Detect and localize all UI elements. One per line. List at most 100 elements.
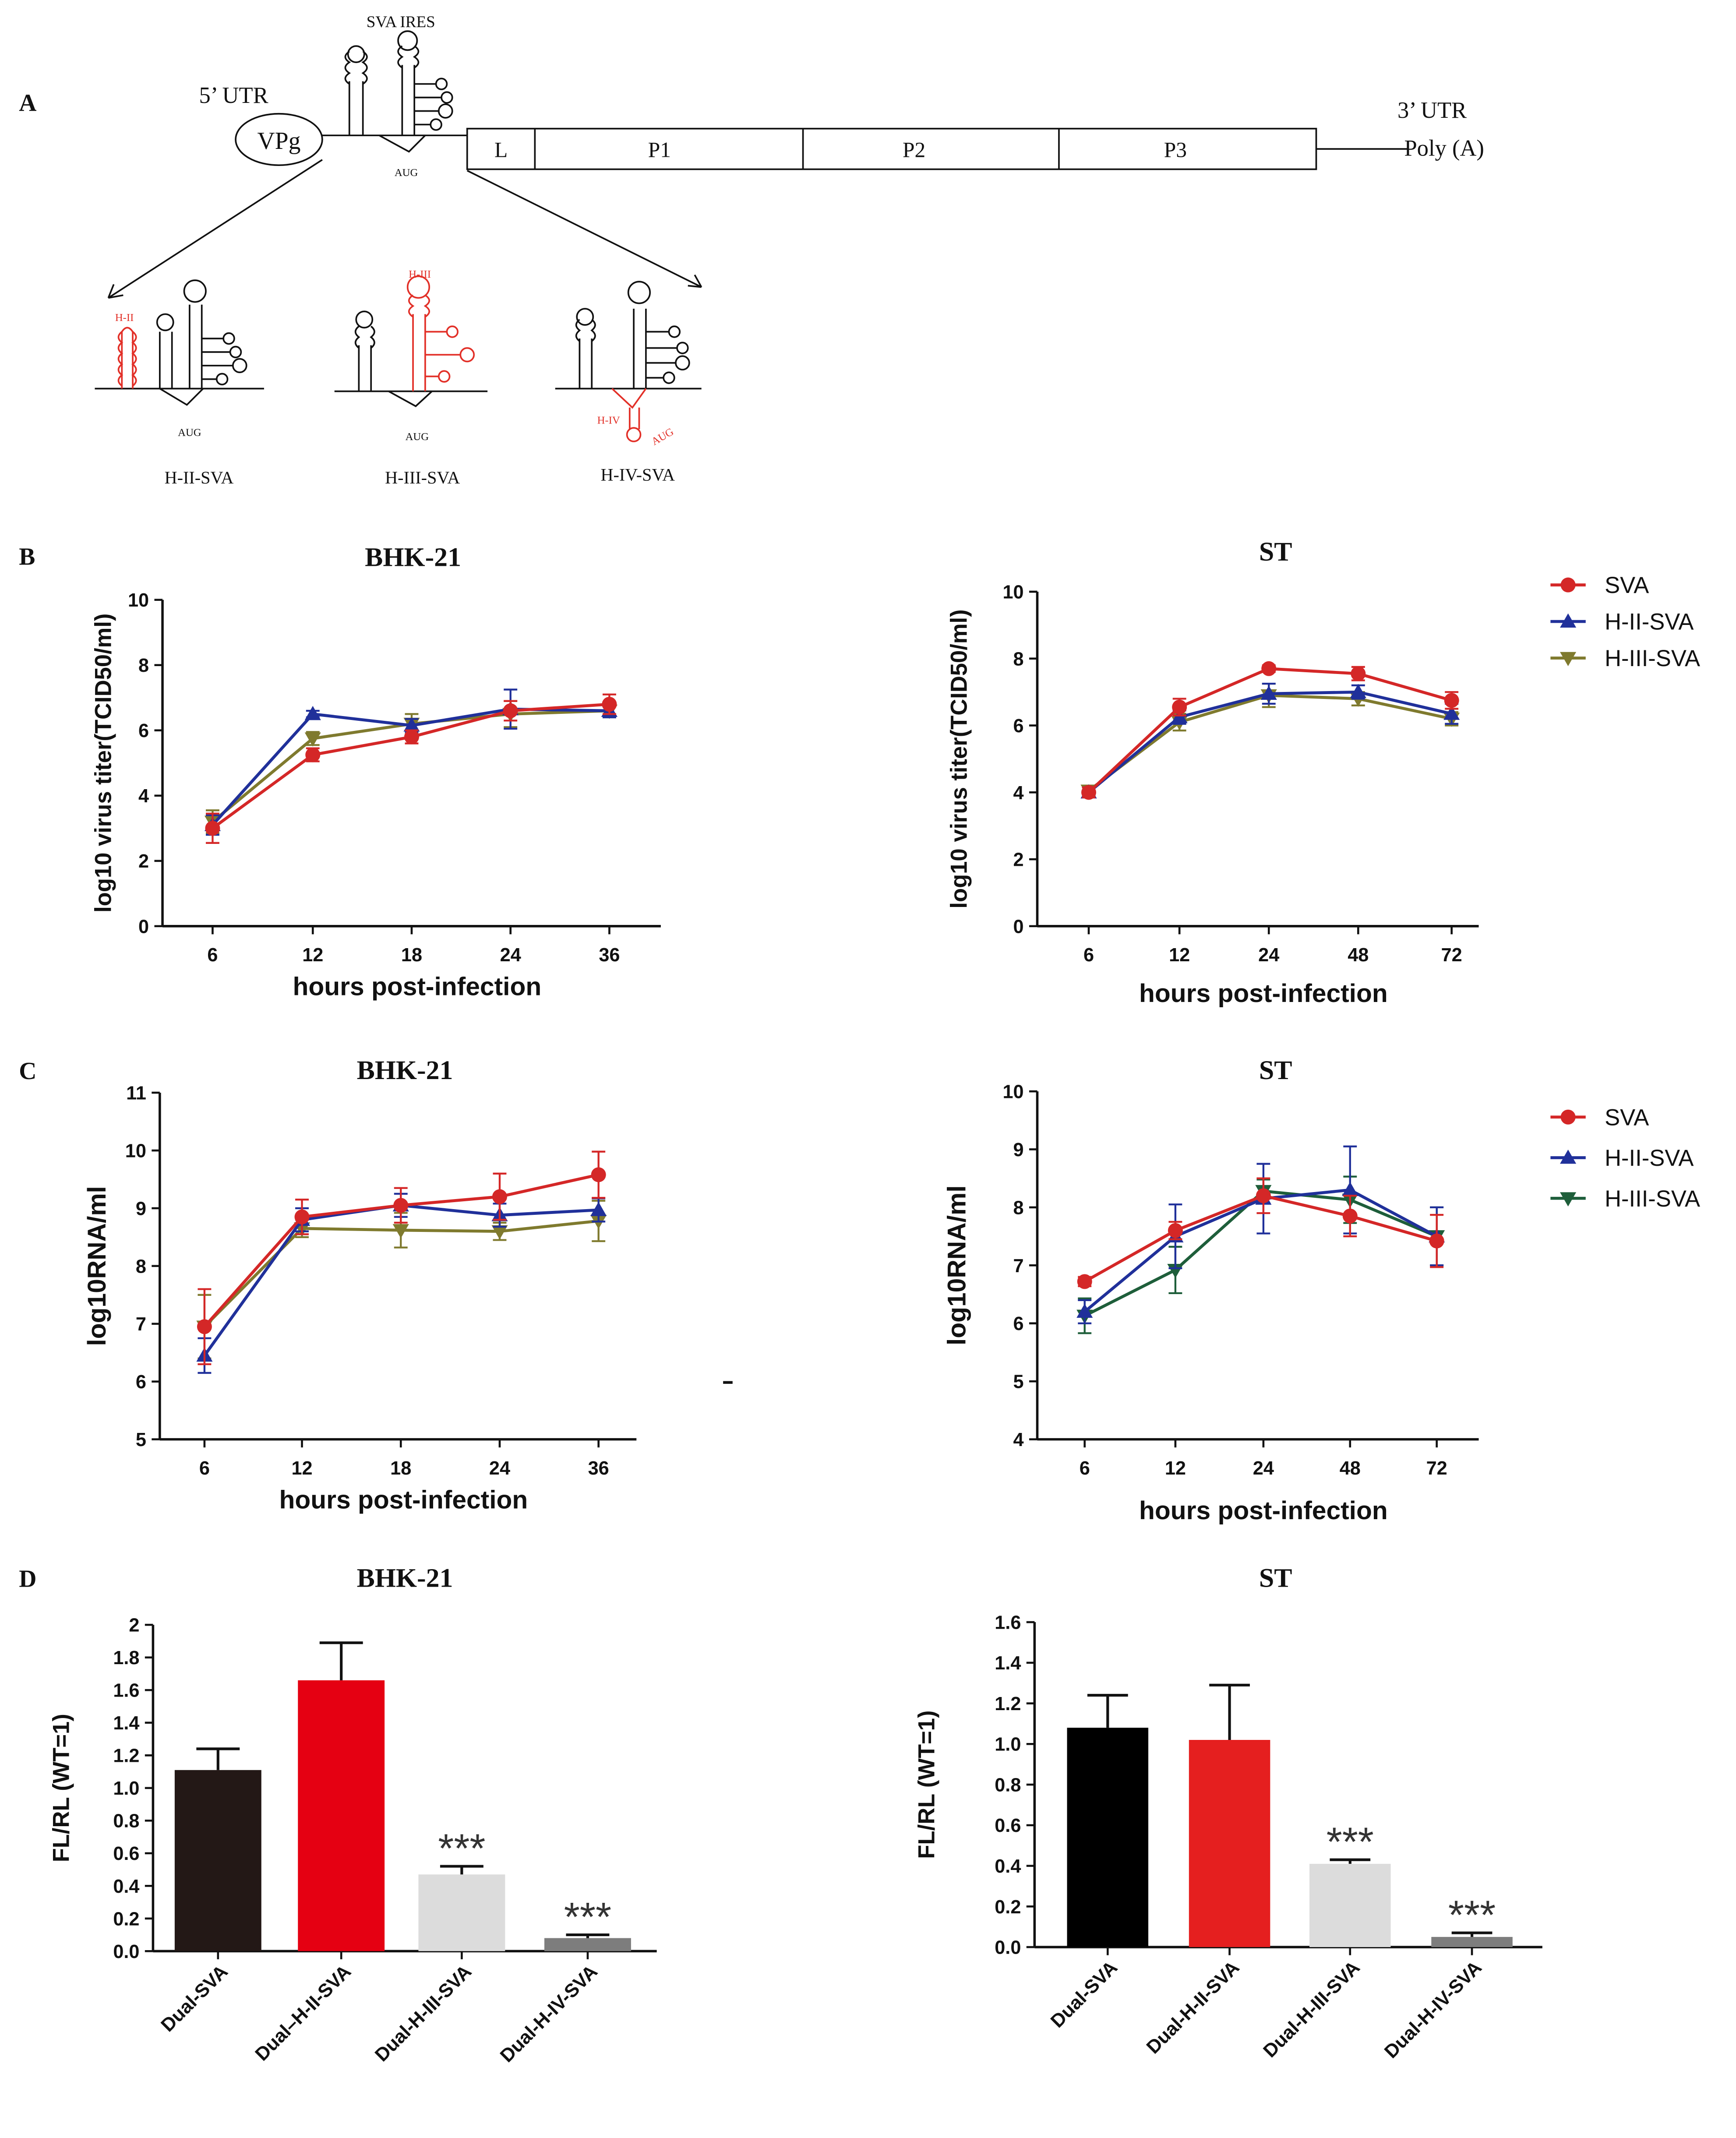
y-tick-label: 4 (1013, 783, 1024, 804)
bar (418, 1874, 505, 1951)
bar-group: *** (544, 1894, 631, 1951)
data-point (1351, 666, 1366, 681)
y-tick-label: 0.4 (995, 1856, 1021, 1877)
data-point (392, 1224, 409, 1238)
y-tick-label: 8 (138, 655, 149, 676)
y-tick-label: 6 (1013, 1313, 1024, 1334)
legend-marker (1560, 1149, 1577, 1164)
data-point (1081, 785, 1097, 800)
legend-label: H-III-SVA (1605, 646, 1700, 671)
mutant-h4-diagram: H-IV AUG H-IV-SVA (555, 281, 702, 485)
x-tick-label: 36 (599, 945, 620, 966)
data-point (1260, 685, 1277, 700)
y-tick-label: 1.0 (995, 1734, 1021, 1755)
x-tick-label: 18 (401, 945, 422, 966)
y-tick-label: 7 (136, 1314, 146, 1335)
mutant-tag-h4: H-IV (597, 415, 620, 427)
y-tick-label: 5 (136, 1429, 146, 1450)
x-tick-label: 24 (1258, 945, 1279, 966)
y-tick-label: 0.6 (995, 1815, 1021, 1836)
y-tick-label: 2 (138, 851, 149, 872)
data-point (294, 1209, 310, 1224)
chart-c-bhk21: 5 6 7 8 9 10 11 BHK-21 log10RNA/ml 6 12 18 24 36 hours… (83, 1055, 637, 1514)
y-tick-label: 1.6 (113, 1680, 139, 1701)
y-tick-label: 2 (129, 1615, 139, 1636)
y-tick-label: 10 (125, 1140, 146, 1161)
polya-label: Poly (A) (1404, 136, 1484, 161)
x-axis-label: hours post-infection (1139, 1496, 1388, 1525)
y-tick-label: 1.2 (995, 1693, 1021, 1715)
y-tick-label: 6 (1013, 716, 1024, 737)
bar (1431, 1937, 1513, 1947)
x-tick-label: 6 (1080, 1458, 1090, 1479)
data-point (1172, 699, 1187, 715)
y-tick-label: 0.2 (113, 1909, 139, 1930)
y-tick-label: 7 (1013, 1256, 1024, 1277)
mutant-name-h4: H-IV-SVA (600, 465, 675, 485)
data-point (492, 1189, 507, 1204)
y-tick-label: 4 (138, 786, 149, 807)
panel-letter-b: B (19, 543, 35, 570)
bar-group (1189, 1683, 1270, 1947)
y-tick-label: 0.4 (113, 1876, 139, 1897)
significance-mark: *** (1448, 1892, 1496, 1937)
data-point (1077, 1274, 1092, 1289)
y-tick-label: 0.0 (113, 1941, 139, 1962)
series-sva (205, 693, 617, 844)
y-axis-label: log10 virus titer(TCID50/ml) (91, 614, 116, 913)
data-point (1443, 706, 1460, 720)
y-tick-label: 10 (1002, 1081, 1023, 1102)
panel-letter-a: A (19, 90, 36, 117)
bar (1189, 1740, 1270, 1947)
legend-item: SVA (1550, 572, 1649, 598)
x-tick-label: 12 (1165, 1458, 1186, 1479)
bar (1309, 1863, 1391, 1947)
data-point (1076, 1303, 1093, 1318)
bar-group (174, 1747, 261, 1951)
x-tick-label: 6 (1083, 945, 1094, 966)
chart-title: ST (1259, 1055, 1292, 1085)
y-tick-label: 1.6 (995, 1612, 1021, 1633)
y-tick-label: 0 (138, 916, 149, 937)
legend-item: H-II-SVA (1550, 1145, 1694, 1171)
legend-label: SVA (1605, 572, 1649, 598)
bar-group (1067, 1693, 1149, 1947)
data-point (602, 697, 617, 712)
significance-mark: *** (438, 1825, 485, 1871)
data-point (1444, 693, 1459, 708)
y-tick-label: 10 (1002, 582, 1023, 603)
y-tick-label: 1.4 (995, 1653, 1021, 1674)
x-tick-label: 48 (1348, 945, 1369, 966)
x-axis-label: hours post-infection (293, 972, 541, 1001)
bar-group: *** (1309, 1819, 1391, 1947)
y-tick-label: 0.8 (995, 1775, 1021, 1796)
data-point (1350, 684, 1366, 699)
x-tick-label: 18 (390, 1458, 411, 1479)
legend-marker (1560, 577, 1576, 593)
y-tick-label: 0.8 (113, 1811, 139, 1832)
series-sva (1081, 661, 1459, 800)
x-tick-label: 36 (588, 1458, 609, 1479)
y-tick-label: 0.2 (995, 1897, 1021, 1918)
y-tick-label: 0.6 (113, 1843, 139, 1864)
series-sva (1077, 1177, 1444, 1289)
data-point (403, 717, 420, 732)
x-tick-label: 6 (199, 1458, 210, 1479)
data-point (1261, 661, 1277, 676)
y-tick-label: 9 (1013, 1140, 1024, 1161)
legend-label: H-II-SVA (1605, 1145, 1694, 1171)
legend-marker (1560, 1192, 1577, 1207)
data-point (1168, 1223, 1183, 1238)
x-tick-label: 6 (207, 945, 218, 966)
ires-label: SVA IRES (367, 13, 435, 31)
mutant-h2-diagram: H-II AUG H-II-SVA (95, 279, 264, 487)
vpg-label: VPg (257, 127, 300, 155)
y-tick-label: 0.0 (995, 1937, 1021, 1958)
x-axis-label: hours post-infection (279, 1485, 528, 1514)
mutant-tag-h2: H-II (115, 312, 134, 324)
data-point (393, 1198, 409, 1213)
data-point (305, 747, 321, 762)
